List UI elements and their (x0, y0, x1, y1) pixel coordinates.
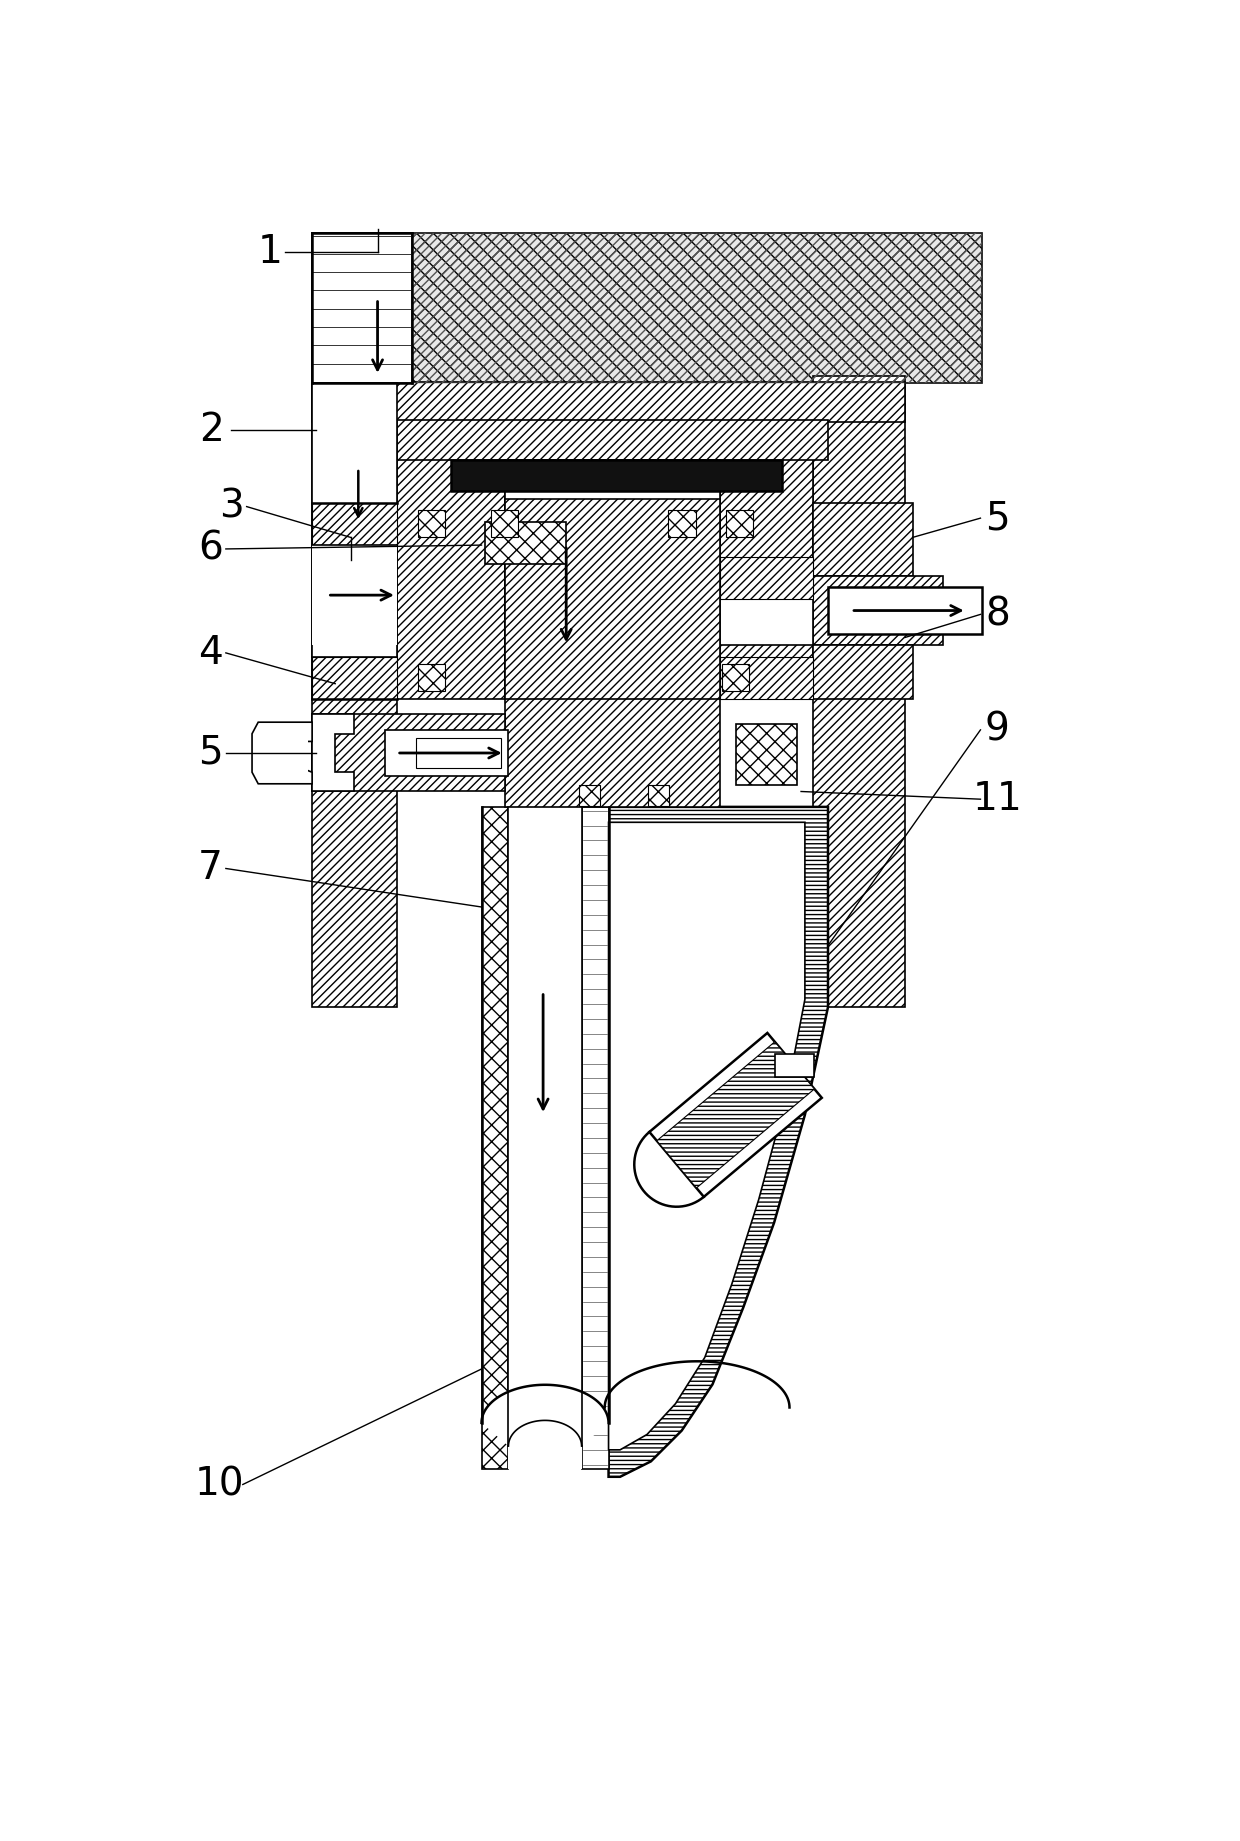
Bar (312, 657, 397, 700)
Text: 9: 9 (985, 711, 1009, 749)
Bar (722, 663, 749, 692)
Bar (312, 714, 505, 792)
Bar (418, 510, 445, 538)
Polygon shape (252, 722, 312, 784)
Bar (265, 725, 309, 781)
Bar (312, 545, 397, 644)
Bar (312, 376, 397, 1007)
Bar (720, 657, 812, 700)
Bar (397, 422, 505, 700)
Bar (312, 383, 397, 700)
Bar (720, 422, 812, 700)
Bar (828, 587, 982, 633)
Text: 6: 6 (198, 530, 223, 567)
Bar (312, 381, 905, 422)
Bar (505, 460, 720, 700)
Bar (505, 696, 720, 806)
Polygon shape (609, 806, 828, 1476)
Bar (720, 556, 812, 598)
Bar (725, 510, 754, 538)
Text: 2: 2 (200, 411, 224, 449)
Bar (481, 806, 508, 1469)
Text: 3: 3 (219, 488, 243, 525)
Bar (312, 503, 397, 545)
Bar (735, 724, 797, 786)
Text: 7: 7 (198, 849, 223, 887)
Polygon shape (481, 1384, 609, 1445)
Text: 10: 10 (195, 1465, 244, 1504)
Bar (582, 806, 609, 1469)
Bar (485, 523, 567, 565)
Bar (418, 663, 445, 692)
Polygon shape (312, 714, 355, 792)
Text: 4: 4 (198, 633, 223, 672)
Bar (668, 510, 696, 538)
Bar (312, 234, 982, 383)
Polygon shape (657, 1042, 815, 1187)
Bar (812, 644, 913, 700)
Bar (397, 420, 828, 460)
Bar (386, 729, 508, 777)
Bar (508, 806, 582, 1469)
Bar (812, 376, 905, 1007)
Bar (450, 460, 781, 492)
Bar (417, 738, 501, 768)
Bar (812, 576, 944, 644)
Bar (720, 598, 812, 644)
Text: 8: 8 (985, 595, 1009, 633)
Text: 5: 5 (985, 499, 1009, 538)
Bar (505, 499, 720, 700)
Bar (775, 1053, 813, 1077)
Polygon shape (609, 823, 805, 1451)
Text: 11: 11 (972, 781, 1022, 817)
Bar (491, 510, 518, 538)
Bar (647, 784, 670, 806)
Polygon shape (650, 1033, 822, 1197)
Text: 1: 1 (258, 234, 283, 271)
Bar (312, 234, 412, 383)
Bar (812, 503, 913, 576)
Bar (579, 784, 600, 806)
Text: 5: 5 (198, 735, 223, 771)
Bar (312, 234, 982, 383)
Bar (327, 545, 382, 657)
